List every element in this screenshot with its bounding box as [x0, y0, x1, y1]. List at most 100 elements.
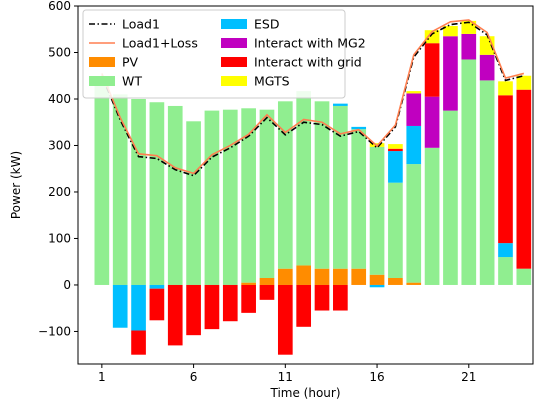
- legend-label-interact-with-mg2: Interact with MG2: [254, 36, 366, 51]
- bar-esd-4: [149, 284, 165, 289]
- bar-wt-1: [94, 78, 110, 285]
- bar-pv-14: [333, 268, 348, 285]
- bar-mgts-18: [406, 91, 422, 94]
- legend-handle-wt: [89, 76, 115, 86]
- x-tick-label: 1: [98, 370, 106, 384]
- legend-label-wt: WT: [122, 74, 142, 89]
- bar-wt-21: [461, 59, 477, 285]
- legend-handle-esd: [221, 19, 247, 29]
- x-axis-label: Time (hour): [269, 386, 340, 400]
- bar-esd-15: [351, 126, 367, 130]
- bar-wt-9: [241, 108, 256, 283]
- x-tick-label: 11: [278, 370, 293, 384]
- y-tick-label: 0: [63, 278, 71, 292]
- y-tick-label: 100: [48, 231, 71, 245]
- legend-handle-interact-with-grid: [221, 57, 247, 67]
- line-load1-loss: [101, 19, 525, 175]
- bar-interact-with-mg2-18: [406, 93, 422, 126]
- plot-area: [94, 19, 532, 355]
- bar-wt-19: [424, 147, 440, 285]
- bar-interact-with-grid-14: [333, 284, 348, 311]
- bar-interact-with-grid-5: [167, 284, 183, 346]
- legend-label-interact-with-grid: Interact with grid: [254, 55, 362, 70]
- bar-interact-with-grid-17: [388, 148, 403, 152]
- y-tick-label: 300: [48, 138, 71, 152]
- bar-esd-2: [112, 284, 128, 328]
- bar-pv-15: [351, 268, 367, 285]
- legend-label-pv: PV: [122, 55, 139, 70]
- bar-interact-with-grid-13: [314, 284, 330, 311]
- bar-wt-13: [314, 101, 330, 269]
- bar-wt-16: [369, 146, 385, 275]
- bar-interact-with-grid-23: [498, 95, 513, 244]
- bar-wt-3: [131, 98, 146, 285]
- bar-interact-with-grid-3: [131, 330, 146, 355]
- bar-interact-with-mg2-20: [443, 36, 458, 111]
- bar-esd-3: [131, 284, 146, 331]
- legend-label-load1: Load1: [122, 17, 160, 32]
- legend-handle-pv: [89, 57, 115, 67]
- plot-frame: [77, 5, 534, 365]
- bar-wt-6: [186, 121, 201, 285]
- bar-esd-14: [333, 103, 348, 106]
- bar-wt-11: [277, 101, 293, 269]
- y-tick-label: 500: [48, 45, 71, 59]
- bar-interact-with-grid-8: [222, 284, 238, 322]
- y-tick-label: 400: [48, 92, 71, 106]
- legend-label-mgts: MGTS: [254, 74, 290, 89]
- legend: Load1 Load1+Loss PV WT ESD Interact with MG2 I…: [82, 9, 366, 99]
- bar-interact-with-grid-9: [241, 284, 256, 313]
- bar-interact-with-grid-6: [186, 284, 201, 336]
- legend-label-load1-loss: Load1+Loss: [122, 36, 198, 51]
- bar-wt-18: [406, 164, 422, 283]
- bar-interact-with-grid-4: [149, 288, 165, 321]
- bar-mgts-20: [443, 25, 458, 37]
- y-tick-label: 200: [48, 185, 71, 199]
- bar-wt-15: [351, 129, 367, 269]
- x-tick-label: 6: [190, 370, 198, 384]
- bar-esd-17: [388, 151, 403, 183]
- legend-handle-interact-with-mg2: [221, 38, 247, 48]
- line-load1: [101, 21, 525, 177]
- bar-pv-18: [406, 282, 422, 285]
- y-tick-label: −100: [38, 324, 71, 338]
- bar-interact-with-mg2-21: [461, 33, 477, 60]
- bar-esd-23: [498, 243, 513, 258]
- bar-interact-with-grid-12: [296, 284, 312, 327]
- legend-handle-mgts: [221, 76, 247, 86]
- bar-interact-with-mg2-19: [424, 96, 440, 148]
- x-tick-label: 16: [369, 370, 384, 384]
- bar-interact-with-grid-11: [277, 284, 293, 355]
- bar-mgts-24: [516, 75, 532, 90]
- bar-wt-10: [259, 109, 275, 278]
- bar-wt-2: [112, 94, 128, 285]
- bar-pv-12: [296, 265, 312, 285]
- y-tick-label: 600: [48, 0, 71, 13]
- bar-esd-16: [369, 284, 385, 288]
- bar-wt-4: [149, 102, 165, 285]
- bar-pv-13: [314, 268, 330, 285]
- x-tick-label: 21: [461, 370, 476, 384]
- bar-pv-17: [388, 277, 403, 285]
- bar-esd-18: [406, 125, 422, 165]
- bar-wt-20: [443, 110, 458, 285]
- bar-wt-22: [479, 80, 495, 285]
- y-axis-label: Power (kW): [9, 151, 23, 219]
- bar-pv-11: [277, 268, 293, 285]
- bar-interact-with-grid-24: [516, 89, 532, 269]
- bar-wt-23: [498, 257, 513, 285]
- bar-wt-7: [204, 110, 220, 285]
- bar-wt-24: [516, 268, 532, 285]
- bar-mgts-17: [388, 144, 403, 149]
- bar-mgts-19: [424, 30, 440, 44]
- bar-interact-with-mg2-22: [479, 54, 495, 81]
- legend-label-esd: ESD: [254, 17, 279, 32]
- bar-wt-5: [167, 105, 183, 285]
- bar-mgts-23: [498, 81, 513, 96]
- bar-wt-12: [296, 91, 312, 266]
- bar-pv-10: [259, 277, 275, 285]
- bar-interact-with-grid-19: [424, 43, 440, 97]
- bar-interact-with-grid-10: [259, 284, 275, 300]
